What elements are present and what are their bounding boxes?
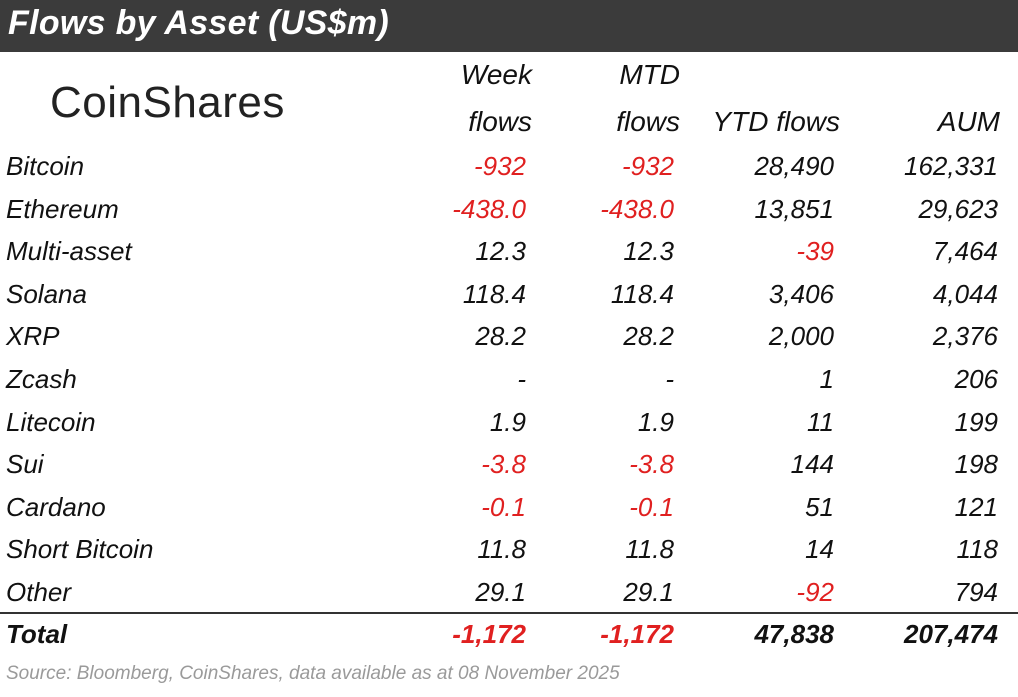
asset-name: Litecoin [6,406,96,437]
aum-value: 2,376 [932,321,998,352]
week-value: 1.9 [489,406,526,437]
asset-name: Cardano [6,491,106,522]
table-row: XRP 28.2 28.2 2,000 2,376 [0,315,1018,358]
mtd-value: -438.0 [600,193,674,224]
aum-value: 121 [954,491,998,522]
aum-value: 199 [954,406,998,437]
aum-value: 4,044 [932,278,998,309]
ytd-value: 144 [790,449,834,480]
table-row: Short Bitcoin 11.8 11.8 14 118 [0,528,1018,571]
aum-value: 7,464 [932,236,998,267]
header-ytd: YTD flows [712,106,840,137]
week-value: -932 [473,151,526,181]
asset-name: XRP [6,321,60,352]
mtd-value: 28.2 [623,321,674,352]
aum-value: 29,623 [918,193,998,224]
aum-value: 198 [954,449,998,480]
mtd-value: 29.1 [623,577,674,607]
total-row: Total -1,172 -1,172 47,838 207,474 [0,613,1018,656]
table-row: Bitcoin -932 -932 28,490 162,331 [0,145,1018,188]
total-divider [0,612,1018,614]
header-week-line2: flows [468,106,532,137]
mtd-value: 11.8 [625,534,674,565]
mtd-value: - [665,364,674,394]
total-label: Total [6,619,68,649]
week-value: -438.0 [452,193,526,224]
table-row: Ethereum -438.0 -438.0 13,851 29,623 [0,188,1018,231]
mtd-value: -932 [621,151,674,181]
week-value: 11.8 [477,534,526,565]
ytd-value: 28,490 [754,151,834,181]
week-value: 28.2 [475,321,526,352]
aum-value: 118 [956,534,998,565]
week-value: 118.4 [462,278,526,309]
source-note: Source: Bloomberg, CoinShares, data avai… [6,663,620,684]
table-row: Sui -3.8 -3.8 144 198 [0,443,1018,486]
ytd-value: 1 [819,364,834,394]
table-row: Cardano -0.1 -0.1 51 121 [0,486,1018,529]
mtd-value: 12.3 [623,236,674,267]
title-banner: Flows by Asset (US$m) [0,0,1018,52]
total-aum: 207,474 [904,619,998,649]
header-aum: AUM [937,106,1000,137]
ytd-value: 11 [807,406,834,437]
page-title: Flows by Asset (US$m) [8,4,390,42]
mtd-value: -0.1 [629,491,674,522]
asset-name: Zcash [6,364,77,394]
ytd-value: 3,406 [768,278,834,309]
header-mtd-line1: MTD [619,59,680,90]
table-row: Litecoin 1.9 1.9 11 199 [0,401,1018,444]
ytd-value: 51 [805,491,834,522]
week-value: -0.1 [481,491,526,522]
coinshares-logo: CoinShares [50,78,285,127]
table-row: Zcash - - 1 206 [0,358,1018,401]
ytd-value: -39 [796,236,834,267]
ytd-value: 2,000 [768,321,834,352]
asset-name: Short Bitcoin [6,534,154,565]
asset-name: Other [6,577,72,607]
total-ytd: 47,838 [754,619,834,649]
header-mtd-line2: flows [616,106,680,137]
week-value: -3.8 [481,449,526,480]
aum-value: 794 [954,577,998,607]
asset-name: Bitcoin [6,151,85,181]
aum-value: 206 [954,364,998,394]
aum-value: 162,331 [904,151,998,181]
ytd-value: 13,851 [754,193,834,224]
week-value: - [517,364,526,394]
week-value: 29.1 [475,577,526,607]
mtd-value: -3.8 [629,449,674,480]
week-value: 12.3 [475,236,526,267]
asset-name: Multi-asset [6,236,132,267]
ytd-value: -92 [796,577,834,607]
table-row: Other 29.1 29.1 -92 794 [0,571,1018,614]
asset-name: Ethereum [6,193,119,224]
asset-name: Solana [6,278,87,309]
mtd-value: 118.4 [610,278,674,309]
ytd-value: 14 [805,534,834,565]
table-row: Multi-asset 12.3 12.3 -39 7,464 [0,230,1018,273]
asset-name: Sui [6,449,44,480]
table-row: Solana 118.4 118.4 3,406 4,044 [0,273,1018,316]
header-week-line1: Week [460,59,532,90]
total-mtd: -1,172 [600,619,674,649]
total-week: -1,172 [452,619,526,649]
mtd-value: 1.9 [637,406,674,437]
